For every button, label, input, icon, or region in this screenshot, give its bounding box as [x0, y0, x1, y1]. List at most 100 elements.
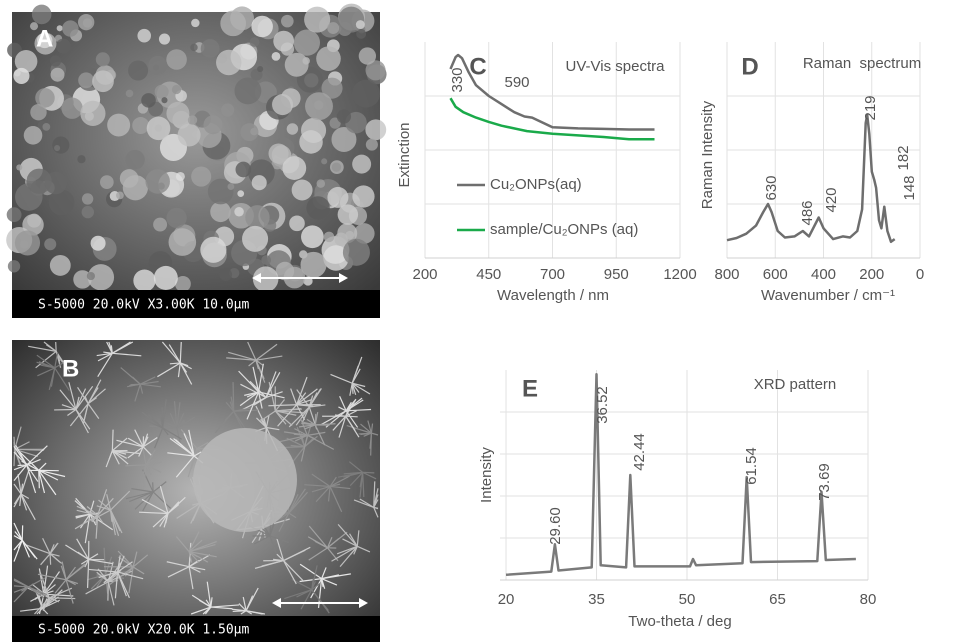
particle	[78, 72, 94, 88]
particle	[242, 226, 268, 252]
annotation: 148	[901, 175, 918, 200]
particle	[252, 175, 267, 190]
particle	[245, 205, 269, 229]
particle	[141, 93, 156, 108]
particle	[216, 50, 241, 75]
annotation: 61.54	[743, 447, 760, 485]
particle	[289, 216, 305, 232]
particle	[13, 68, 29, 84]
particle	[268, 143, 288, 163]
x-tick-label: 700	[540, 266, 565, 283]
particle	[281, 15, 294, 28]
particle	[327, 22, 339, 34]
particle	[237, 190, 244, 197]
particle	[338, 204, 358, 224]
particle	[159, 33, 170, 44]
x-tick-label: 50	[679, 591, 696, 608]
particle	[337, 109, 351, 123]
figure: S-5000 20.0kV X3.00K 10.0µm S-5000 20.0k…	[0, 0, 953, 644]
particle	[352, 80, 380, 108]
particle	[132, 117, 149, 134]
particle	[166, 102, 189, 125]
particle	[220, 11, 246, 37]
particle	[32, 5, 52, 25]
particle	[83, 18, 92, 27]
needle	[374, 507, 378, 508]
needle	[50, 554, 51, 565]
annotation: 330	[449, 67, 466, 92]
needle	[346, 416, 358, 417]
particle	[257, 66, 263, 72]
chart-title: UV-Vis spectra	[566, 58, 666, 75]
particle	[324, 232, 335, 243]
particle	[80, 101, 105, 126]
particle	[188, 115, 197, 124]
particle	[234, 77, 261, 104]
particle	[116, 191, 124, 199]
particle	[15, 230, 40, 255]
particle	[62, 20, 78, 36]
x-tick-label: 600	[763, 266, 788, 283]
particle	[352, 185, 374, 207]
particle	[166, 208, 186, 228]
particle	[191, 166, 211, 186]
particle	[133, 270, 155, 292]
panel-label: D	[741, 53, 758, 80]
particle	[27, 214, 41, 228]
particle	[51, 68, 65, 82]
particle	[316, 46, 341, 71]
x-axis-label: Wavelength / nm	[497, 287, 609, 304]
annotation: 420	[823, 187, 840, 212]
particle	[154, 266, 178, 290]
sphere	[193, 428, 297, 532]
particle	[305, 92, 333, 120]
particle	[77, 155, 85, 163]
particle	[91, 236, 106, 251]
particle	[82, 193, 93, 204]
particle	[304, 7, 330, 33]
particle	[42, 123, 50, 131]
particle	[166, 49, 187, 70]
particle	[61, 98, 82, 119]
particle	[228, 183, 235, 190]
particle	[299, 130, 323, 154]
needle	[315, 414, 316, 425]
particle	[128, 61, 148, 81]
needle	[233, 382, 234, 411]
annotation: 73.69	[816, 463, 833, 501]
x-axis-label: Wavenumber / cm⁻¹	[761, 287, 895, 304]
particle	[8, 260, 20, 272]
particle	[123, 175, 148, 200]
particle	[204, 115, 223, 134]
particle	[306, 196, 329, 219]
particle	[210, 201, 231, 222]
particle	[155, 85, 169, 99]
x-tick-label: 800	[714, 266, 739, 283]
particle	[272, 52, 281, 61]
particle	[172, 85, 181, 94]
particle	[250, 37, 260, 47]
x-tick-label: 65	[769, 591, 786, 608]
particle	[301, 225, 324, 248]
x-tick-label: 200	[412, 266, 437, 283]
x-tick-label: 35	[588, 591, 605, 608]
y-axis-label: Intensity	[478, 447, 495, 503]
particle	[7, 207, 22, 222]
sem-caption: S-5000 20.0kV X20.0K 1.50µm	[38, 623, 249, 638]
particle	[126, 90, 134, 98]
particle	[292, 180, 313, 201]
particle	[50, 55, 61, 66]
particle	[201, 39, 220, 58]
particle	[56, 39, 71, 54]
particle	[26, 169, 51, 194]
x-axis-label: Two-theta / deg	[628, 613, 731, 630]
particle	[285, 53, 309, 77]
panel-label: B	[62, 355, 79, 382]
y-axis-label: Extinction	[396, 122, 413, 187]
particle	[145, 169, 169, 193]
particle	[251, 16, 273, 38]
particle	[57, 25, 63, 31]
panel-label: A	[36, 25, 53, 52]
particle	[221, 103, 234, 116]
x-tick-label: 1200	[663, 266, 696, 283]
